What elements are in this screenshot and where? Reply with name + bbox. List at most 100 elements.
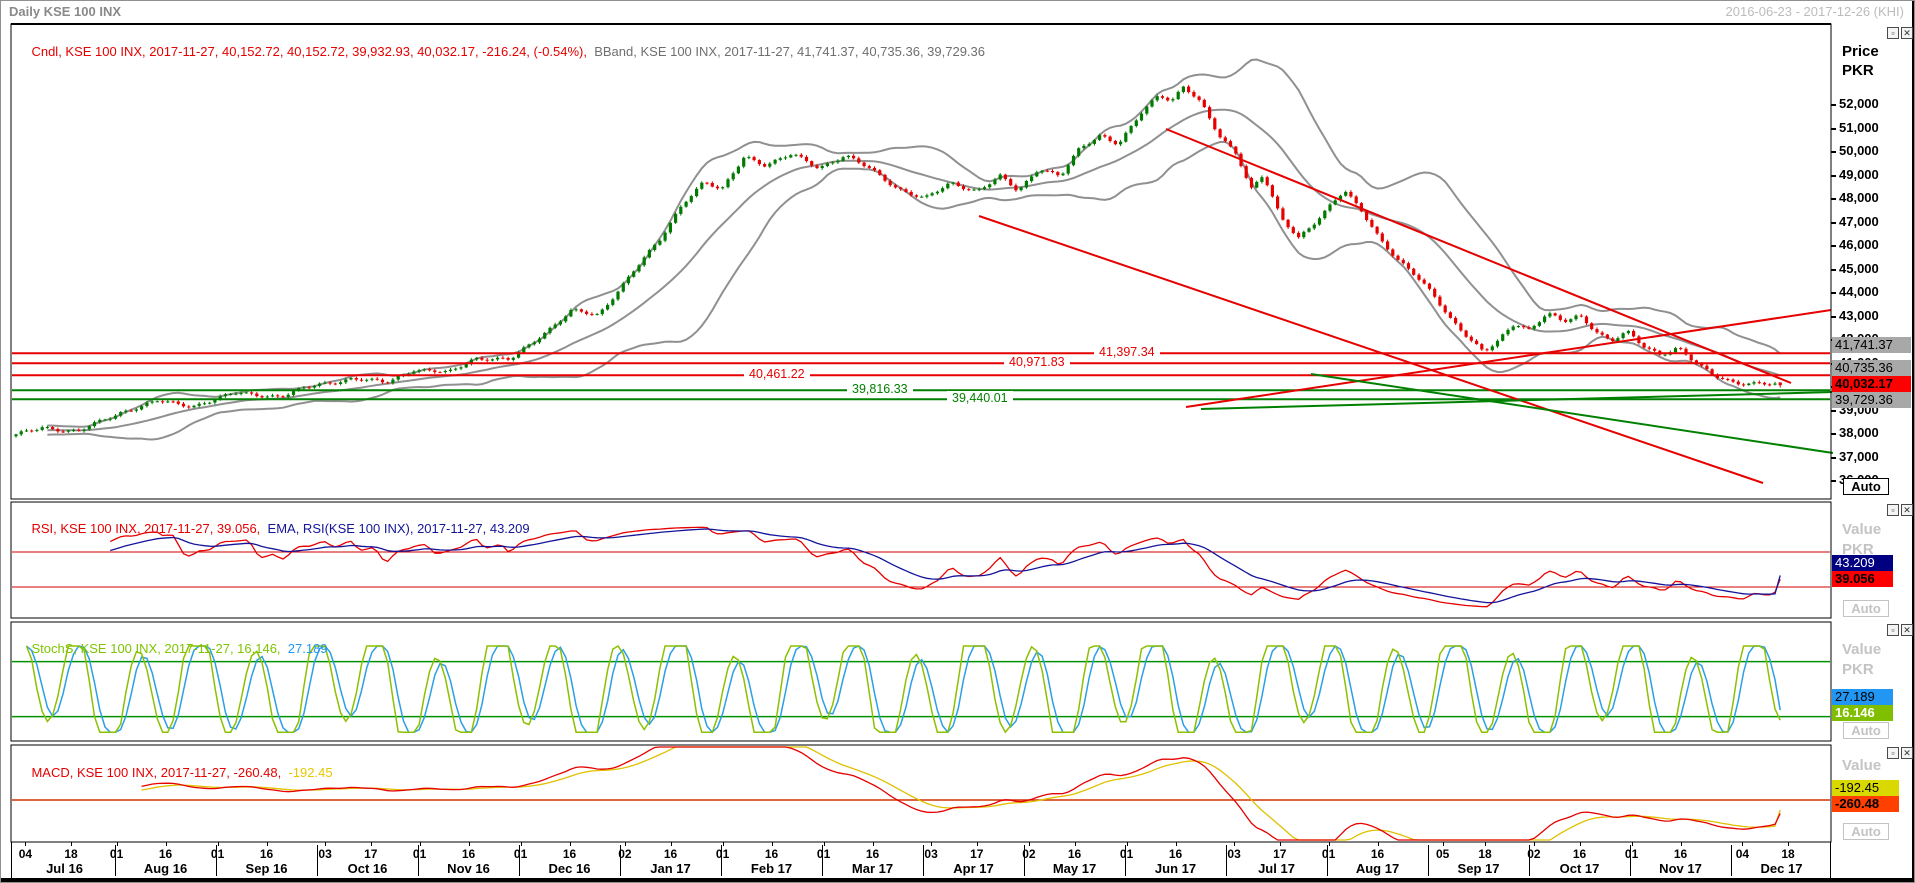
day-tick-label: 16 — [1067, 847, 1082, 861]
day-tick — [266, 842, 268, 846]
day-tick-label: 05 — [1436, 847, 1450, 861]
day-tick — [116, 842, 118, 846]
month-separator — [1327, 845, 1328, 876]
month-label: Oct 16 — [347, 861, 388, 876]
rsi-axis-unit: PKR — [1842, 541, 1874, 558]
restore-window-icon[interactable]: ▫ — [1887, 504, 1899, 516]
day-tick-label: 16 — [1572, 847, 1587, 861]
month-separator — [620, 845, 621, 876]
day-tick-label: 16 — [158, 847, 173, 861]
restore-window-icon[interactable]: ▫ — [1887, 27, 1899, 39]
rsi-ema-badge: 43.209 — [1832, 555, 1893, 571]
day-tick-label: 16 — [1370, 847, 1385, 861]
price-axis-unit: PKR — [1842, 62, 1874, 79]
price-tick-label: 49,000 — [1831, 167, 1879, 183]
day-tick — [1631, 842, 1633, 846]
close-icon[interactable]: ✕ — [1901, 747, 1913, 759]
support-level-label: 39,816.33 — [847, 382, 913, 396]
month-separator — [1428, 845, 1429, 876]
close-icon[interactable]: ✕ — [1901, 504, 1913, 516]
day-tick-label: 01 — [210, 847, 225, 861]
price-tick-label: 45,000 — [1831, 261, 1879, 277]
macd-legend-signal: -192.45 — [288, 765, 333, 780]
price-tick-label: 46,000 — [1831, 237, 1879, 253]
resistance-level-label: 40,971.83 — [1004, 355, 1070, 369]
resistance-level-label: 41,397.34 — [1094, 345, 1160, 359]
stoch-axis-unit: PKR — [1842, 661, 1874, 678]
rsi-scale-auto-button[interactable]: Auto — [1843, 600, 1889, 617]
month-label: Jul 16 — [46, 861, 83, 876]
month-label: May 17 — [1052, 861, 1097, 876]
month-label: Jul 17 — [1258, 861, 1295, 876]
price-tick-label: 47,000 — [1831, 214, 1879, 230]
day-tick-label: 03 — [1227, 847, 1241, 861]
stoch-scale-auto-button[interactable]: Auto — [1843, 722, 1889, 739]
day-tick-label: 02 — [618, 847, 632, 861]
restore-window-icon[interactable]: ▫ — [1887, 747, 1899, 759]
rsi-legend: RSI, KSE 100 INX, 2017-11-27, 39.056, EM… — [17, 506, 530, 551]
day-tick — [771, 842, 773, 846]
day-tick-label: 01 — [513, 847, 528, 861]
price-tick-label: 50,000 — [1831, 143, 1879, 159]
day-tick-label: 16 — [1168, 847, 1183, 861]
month-label: Dec 16 — [548, 861, 591, 876]
day-tick-label: 16 — [663, 847, 678, 861]
macd-scale-auto-button[interactable]: Auto — [1843, 823, 1889, 840]
day-tick — [624, 842, 626, 846]
month-separator — [1226, 845, 1227, 876]
macd-axis-title: Value — [1842, 757, 1882, 774]
month-separator — [1024, 845, 1025, 876]
month-label: Jan 17 — [650, 861, 691, 876]
month-label: Feb 17 — [750, 861, 793, 876]
day-tick — [1680, 842, 1682, 846]
day-tick — [1279, 842, 1281, 846]
day-tick-label: 01 — [109, 847, 124, 861]
day-tick — [1579, 842, 1581, 846]
bband-lower-badge: 39,729.36 — [1832, 392, 1911, 408]
day-tick-label: 01 — [1624, 847, 1639, 861]
rsi-legend-ema: EMA, RSI(KSE 100 INX), 2017-11-27, 43.20… — [267, 521, 530, 536]
price-tick-label: 48,000 — [1831, 190, 1879, 206]
day-tick — [25, 842, 27, 846]
month-separator — [1731, 845, 1732, 876]
day-tick-label: 16 — [764, 847, 779, 861]
price-tick-label: 43,000 — [1831, 308, 1879, 324]
month-label: Nov 17 — [1659, 861, 1702, 876]
day-tick — [71, 842, 72, 846]
bband-upper-badge: 41,741.37 — [1832, 337, 1911, 353]
resistance-level-label: 40,461.22 — [744, 367, 810, 381]
month-separator — [216, 845, 217, 876]
month-separator — [519, 845, 520, 876]
month-separator — [115, 845, 116, 876]
day-tick-label: 04 — [1735, 847, 1750, 861]
month-label: Apr 17 — [953, 861, 994, 876]
day-tick-label: 16 — [562, 847, 577, 861]
day-tick — [165, 842, 167, 846]
day-tick-label: 01 — [1119, 847, 1134, 861]
day-tick — [1377, 842, 1379, 846]
close-icon[interactable]: ✕ — [1901, 27, 1913, 39]
day-tick-label: 04 — [18, 847, 33, 861]
month-label: Jun 17 — [1154, 861, 1197, 876]
main-chart-legend: Cndl, KSE 100 INX, 2017-11-27, 40,152.72… — [17, 29, 985, 74]
day-tick — [976, 842, 978, 846]
rsi-value-badge: 39.056 — [1832, 571, 1893, 587]
day-tick — [1485, 842, 1486, 846]
last-price-badge: 40,032.17 — [1832, 376, 1911, 392]
month-label: Aug 16 — [143, 861, 188, 876]
stoch-legend-k: StochS, KSE 100 INX, 2017-11-27, 16.146, — [31, 641, 288, 656]
support-level-label: 39,440.01 — [947, 391, 1013, 405]
month-label: Oct 17 — [1559, 861, 1600, 876]
restore-window-icon[interactable]: ▫ — [1887, 624, 1899, 636]
close-icon[interactable]: ✕ — [1901, 624, 1913, 636]
bband-legend: BBand, KSE 100 INX, 2017-11-27, 41,741.3… — [594, 44, 985, 59]
price-scale-auto-button[interactable]: Auto — [1843, 478, 1889, 495]
day-tick — [1028, 842, 1030, 846]
day-tick — [670, 842, 672, 846]
day-tick-label: 02 — [1527, 847, 1541, 861]
day-tick — [217, 842, 219, 846]
window-title: Daily KSE 100 INX — [9, 4, 121, 19]
stoch-legend-d: 27.189 — [287, 641, 328, 656]
day-tick — [325, 842, 327, 846]
